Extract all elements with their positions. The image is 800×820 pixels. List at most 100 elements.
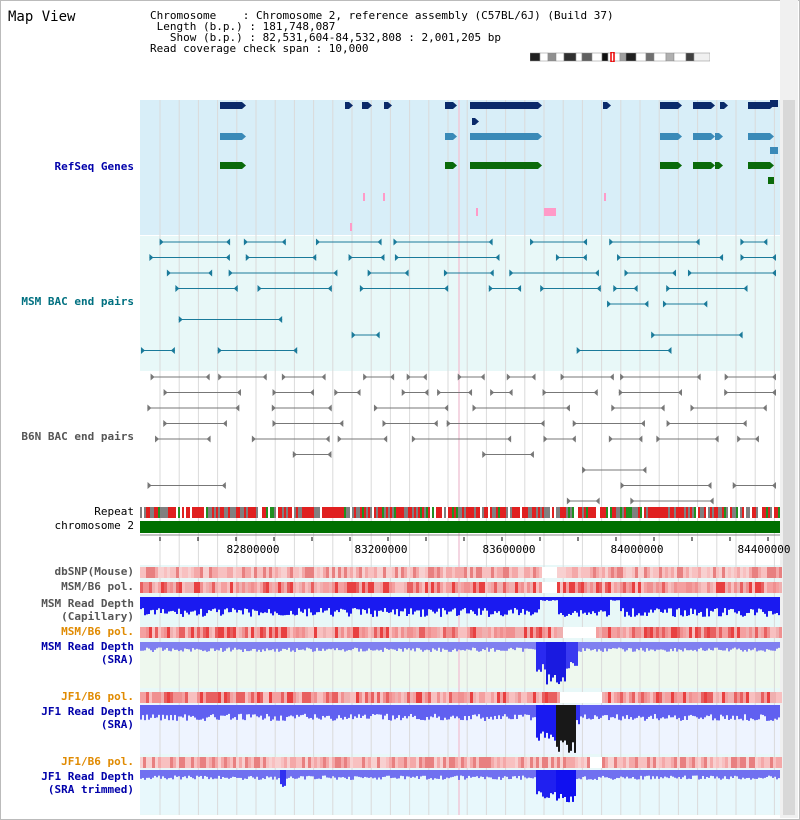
- dbsnp-cell: [329, 567, 332, 578]
- jf1-sra-depth-bar: [502, 705, 504, 717]
- track-label-msm-b6-pol-1[interactable]: MSM/B6 pol.: [61, 580, 134, 593]
- repeat-segment: [666, 507, 668, 518]
- jf1-trim-depth-bar: [346, 770, 348, 780]
- repeat-segment: [574, 507, 576, 518]
- jf1-pol2-cell: [293, 757, 296, 768]
- msm-cap-depth-bar: [172, 597, 174, 611]
- jf1-trim-depth-bar: [652, 770, 654, 777]
- jf1-trim-depth-bar: [628, 770, 630, 779]
- jf1-pol2-cell: [677, 757, 680, 768]
- track-label-jf1-depth-trim[interactable]: JF1 Read Depth: [41, 770, 134, 783]
- repeat-segment: [392, 507, 394, 518]
- dbsnp-cell: [431, 567, 434, 578]
- jf1-pol2-cell: [722, 757, 725, 768]
- jf1-sra-depth-bar: [398, 705, 400, 716]
- msm-sra-depth-bar: [172, 642, 174, 649]
- msm-pol2-cell: [482, 627, 485, 638]
- jf1-trim-depth-bar: [216, 770, 218, 779]
- jf1-pol2-cell: [647, 757, 650, 768]
- dbsnp-cell: [380, 567, 383, 578]
- msm-cap-depth-bar: [692, 597, 694, 614]
- msm-cap-depth-bar: [160, 597, 162, 613]
- msm-sra-depth-bar: [596, 642, 598, 652]
- track-label-jf1-b6-pol-2[interactable]: JF1/B6 pol.: [61, 755, 134, 768]
- jf1-trim-depth-bar: [244, 770, 246, 779]
- msm-pol-cell: [416, 582, 419, 593]
- jf1-pol2-cell: [197, 757, 200, 768]
- jf1-sra-depth-bar: [762, 705, 764, 715]
- msm-sra-depth-bar: [184, 642, 186, 649]
- msm-sra-depth-bar: [504, 642, 506, 651]
- jf1-pol-cell: [719, 692, 722, 703]
- gene-feature: [470, 102, 520, 109]
- jf1-sra-depth-bar: [350, 705, 352, 715]
- jf1-pol-cell: [668, 692, 671, 703]
- jf1-pol2-cell: [143, 757, 146, 768]
- jf1-trim-depth-bar: [342, 770, 344, 778]
- msm-sra-depth-bar: [146, 642, 148, 648]
- track-label-b6n-bac[interactable]: B6N BAC end pairs: [21, 430, 134, 443]
- gene-feature: [518, 102, 538, 109]
- msm-pol2-cell: [386, 627, 389, 638]
- msm-cap-depth-bar: [292, 597, 294, 615]
- repeat-segment: [448, 507, 450, 518]
- track-label-msm-depth-cap[interactable]: MSM Read Depth: [41, 597, 134, 610]
- gene-arrow: [538, 133, 542, 140]
- jf1-sra-depth-bar: [310, 705, 312, 718]
- jf1-trim-depth-bar: [662, 770, 664, 779]
- jf1-pol2-cell: [263, 757, 266, 768]
- jf1-pol2-cell: [254, 757, 257, 768]
- repeat-segment: [702, 507, 704, 518]
- jf1-pol2-cell: [386, 757, 389, 768]
- track-label-refseq[interactable]: RefSeq Genes: [54, 160, 134, 173]
- repeat-segment: [724, 507, 726, 518]
- msm-cap-depth-bar: [388, 597, 390, 613]
- track-label-msm-bac[interactable]: MSM BAC end pairs: [21, 295, 134, 308]
- msm-pol-cell: [257, 582, 260, 593]
- track-label-msm-b6-pol-2[interactable]: MSM/B6 pol.: [61, 625, 134, 638]
- msm-pol2-cell: [431, 627, 434, 638]
- dbsnp-cell: [659, 567, 662, 578]
- jf1-sra-depth-bar: [390, 705, 392, 721]
- track-label-msm-depth-sra[interactable]: MSM Read Depth: [41, 640, 134, 653]
- repeat-segment: [398, 507, 400, 518]
- jf1-pol2-cell: [488, 757, 491, 768]
- jf1-pol2-cell: [323, 757, 326, 768]
- jf1-trim-depth-bar: [186, 770, 188, 779]
- dbsnp-cell: [176, 567, 179, 578]
- repeat-segment: [512, 507, 514, 518]
- gene-arrow: [242, 162, 246, 169]
- msm-sra-depth-bar: [476, 642, 478, 651]
- msm-pol-cell: [482, 582, 485, 593]
- msm-sra-depth-bar: [202, 642, 204, 652]
- jf1-trim-depth-bar: [608, 770, 610, 779]
- repeat-segment: [568, 507, 570, 518]
- track-label-jf1-depth-sra[interactable]: JF1 Read Depth: [41, 705, 134, 718]
- jf1-pol2-cell: [668, 757, 671, 768]
- chromosome-ideogram[interactable]: [530, 52, 710, 62]
- msm-pol2-cell: [659, 627, 662, 638]
- jf1-trim-depth-bar: [442, 770, 444, 780]
- jf1-sra-depth-bar: [560, 705, 562, 741]
- track-label-jf1-b6-pol-1[interactable]: JF1/B6 pol.: [61, 690, 134, 703]
- jf1-sra-depth-bar: [166, 705, 168, 716]
- msm-cap-depth-bar: [244, 597, 246, 609]
- repeat-segment: [404, 507, 406, 518]
- msm-pol-cell: [641, 582, 644, 593]
- msm-pol2-cell: [281, 627, 284, 638]
- jf1-pol-cell: [326, 692, 329, 703]
- repeat-segment: [424, 507, 426, 518]
- msm-cap-depth-bar: [288, 597, 290, 615]
- repeat-segment: [726, 507, 728, 518]
- repeat-segment: [390, 507, 392, 518]
- jf1-pol-cell: [653, 692, 656, 703]
- track-label-dbsnp[interactable]: dbSNP(Mouse): [54, 565, 134, 578]
- msm-pol-cell: [398, 582, 401, 593]
- jf1-sra-depth-bar: [434, 705, 436, 714]
- jf1-trim-depth-bar: [592, 770, 594, 780]
- jf1-pol-cell: [176, 692, 179, 703]
- msm-sra-depth-bar: [246, 642, 248, 652]
- msm-sra-depth-bar: [298, 642, 300, 650]
- jf1-sra-depth-bar: [250, 705, 252, 718]
